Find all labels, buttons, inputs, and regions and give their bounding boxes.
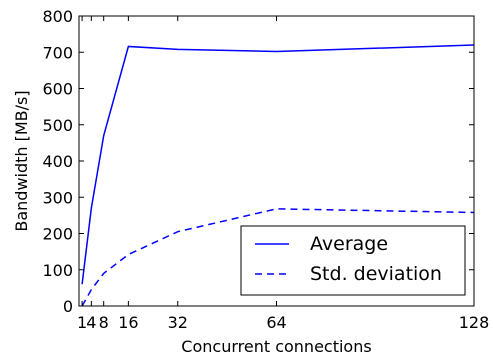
x-tick-label: 16 (118, 313, 138, 332)
x-axis-label: Concurrent connections (181, 337, 371, 356)
legend-label-std-deviation: Std. deviation (310, 263, 442, 285)
x-tick-label: 128 (459, 313, 490, 332)
y-tick-label: 0 (63, 297, 73, 316)
y-tick-label: 200 (42, 225, 73, 244)
x-tick-label: 64 (266, 313, 286, 332)
y-tick-label: 800 (42, 7, 73, 26)
y-tick-label: 400 (42, 152, 73, 171)
y-tick-label: 700 (42, 43, 73, 62)
y-tick-label: 100 (42, 261, 73, 280)
series-line-std-deviation (81, 208, 475, 307)
x-tick-label: 8 (99, 313, 109, 332)
y-tick-label: 600 (42, 80, 73, 99)
series-line-average (81, 44, 475, 285)
ticks-layer: 1 4 8 16 32 64 128 0 100 200 300 400 500 600 700 800 (42, 7, 489, 332)
y-tick-label: 300 (42, 188, 73, 207)
y-axis-label: Bandwidth [MB/s] (12, 90, 31, 231)
legend: Average Std. deviation (240, 225, 466, 296)
legend-label-average: Average (310, 233, 388, 255)
x-tick-label: 32 (168, 313, 188, 332)
x-tick-label: 4 (86, 313, 96, 332)
series-layer (81, 44, 475, 307)
x-tick-label: 1 (77, 313, 87, 332)
legend-box (240, 225, 466, 296)
y-tick-label: 500 (42, 116, 73, 135)
